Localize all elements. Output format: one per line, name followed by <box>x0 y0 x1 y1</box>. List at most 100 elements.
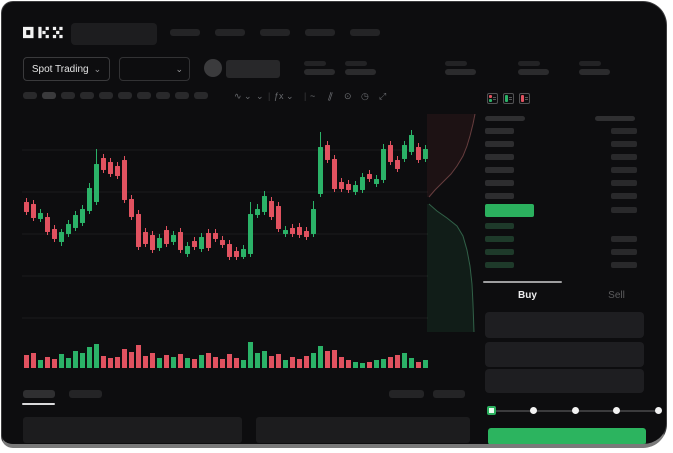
orderbook-last-price[interactable] <box>485 204 534 217</box>
coin-logo <box>204 59 222 77</box>
candle <box>325 145 330 160</box>
timeframe-button[interactable] <box>80 92 94 99</box>
ask-price-bar[interactable] <box>485 154 514 160</box>
chevron-down-icon[interactable]: ⌄ <box>256 91 264 101</box>
timeframe-button[interactable] <box>137 92 151 99</box>
volume-bar <box>52 359 57 368</box>
orderbook-asks-icon[interactable] <box>519 93 530 104</box>
fullscreen-icon[interactable]: ⤢ <box>379 91 387 101</box>
price-field[interactable] <box>485 312 644 338</box>
orderbook-both-icon[interactable] <box>487 93 498 104</box>
ask-price-bar[interactable] <box>485 128 514 134</box>
candlestick-chart[interactable] <box>22 114 428 334</box>
tab-buy[interactable]: Buy <box>518 290 537 301</box>
volume-bar <box>269 356 274 368</box>
slider-stop-50pct[interactable] <box>571 407 579 414</box>
volume-bar <box>241 360 246 368</box>
pair-selector-dropdown[interactable]: ⌄ <box>119 57 190 81</box>
volume-bar <box>66 358 71 368</box>
volume-bar <box>108 358 113 368</box>
buy-button[interactable] <box>488 428 646 444</box>
nav-item[interactable] <box>305 29 335 36</box>
volume-bar <box>402 353 407 368</box>
volume-bar <box>87 347 92 368</box>
timeframe-button[interactable] <box>99 92 113 99</box>
tab-sell[interactable]: Sell <box>608 290 625 301</box>
market-type-dropdown[interactable]: Spot Trading ⌄ <box>23 57 110 81</box>
slider-stop-100pct[interactable] <box>655 407 662 414</box>
bid-price-bar[interactable] <box>485 236 514 242</box>
nav-item[interactable] <box>260 29 290 36</box>
orderbook-amount-header <box>595 116 635 121</box>
okx-logo[interactable] <box>23 26 65 44</box>
volume-bar <box>360 363 365 368</box>
nav-item[interactable] <box>215 29 245 36</box>
volume-bar <box>255 353 260 368</box>
candle <box>283 230 288 234</box>
orderbook-bids-icon[interactable] <box>503 93 514 104</box>
toolbar-divider: | <box>268 91 271 101</box>
bottom-tab-history[interactable] <box>69 390 102 398</box>
bottom-link-2[interactable] <box>433 390 465 398</box>
candle <box>276 206 281 229</box>
timeframe-button[interactable] <box>23 92 37 99</box>
candle <box>416 147 421 160</box>
ask-price-bar[interactable] <box>485 167 514 173</box>
timeframe-button[interactable] <box>42 92 56 99</box>
camera-icon[interactable]: ⊙ <box>344 91 352 101</box>
volume-bar <box>346 360 351 368</box>
slider-stop-0pct[interactable] <box>487 406 496 415</box>
bid-price-bar[interactable] <box>485 249 514 255</box>
nav-item[interactable] <box>170 29 200 36</box>
bid-price-bar[interactable] <box>485 262 514 268</box>
candle <box>255 209 260 215</box>
amount-field[interactable] <box>485 342 644 367</box>
volume-bar <box>199 355 204 368</box>
volume-bar <box>171 357 176 368</box>
ask-amount-bar <box>611 180 637 186</box>
timeframe-button[interactable] <box>175 92 189 99</box>
volume-chart[interactable] <box>22 340 428 370</box>
depth-chart[interactable] <box>427 114 480 332</box>
stat-value <box>304 69 335 75</box>
volume-bar <box>164 355 169 368</box>
candle <box>409 135 414 152</box>
volume-bar <box>192 359 197 368</box>
nav-item[interactable] <box>350 29 380 36</box>
candle <box>66 224 71 234</box>
volume-bar <box>80 353 85 368</box>
indicators-icon[interactable]: ƒx ⌄ <box>274 91 294 101</box>
ask-price-bar[interactable] <box>485 180 514 186</box>
total-field[interactable] <box>485 369 644 393</box>
timeframe-button[interactable] <box>194 92 208 99</box>
timeframe-button[interactable] <box>156 92 170 99</box>
candle <box>73 215 78 228</box>
volume-bar <box>290 357 295 368</box>
volume-bar <box>73 351 78 368</box>
ask-price-bar[interactable] <box>485 193 514 199</box>
orderbook-scrollbar[interactable] <box>483 281 562 283</box>
bottom-tab-orders[interactable] <box>23 390 55 398</box>
volume-bar <box>353 362 358 368</box>
line-tool-icon[interactable]: ~ <box>310 91 316 101</box>
history-icon[interactable]: ◷ <box>361 91 369 101</box>
bid-amount-bar <box>611 262 637 268</box>
compare-icon[interactable]: ∥ <box>326 90 335 102</box>
candle <box>227 244 232 257</box>
timeframe-button[interactable] <box>61 92 75 99</box>
ask-price-bar[interactable] <box>485 141 514 147</box>
candle <box>311 209 316 234</box>
candle-style-icon[interactable]: ∿ ⌄ <box>234 91 252 101</box>
candle <box>38 213 43 219</box>
slider-stop-25pct[interactable] <box>529 407 537 414</box>
bottom-link-1[interactable] <box>389 390 424 398</box>
candle <box>395 160 400 169</box>
slider-stop-75pct[interactable] <box>613 407 621 414</box>
search-input[interactable] <box>71 23 157 45</box>
candle <box>381 149 386 180</box>
candle <box>353 185 358 192</box>
timeframe-button[interactable] <box>118 92 132 99</box>
candle <box>122 160 127 200</box>
bid-price-bar[interactable] <box>485 223 514 229</box>
candle <box>339 182 344 189</box>
